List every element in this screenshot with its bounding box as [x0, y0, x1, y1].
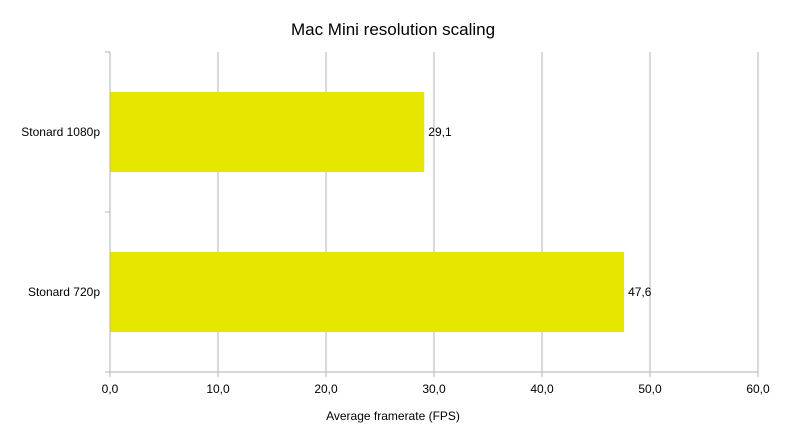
x-tick-label: 30,0 [422, 382, 446, 396]
labels: 0,0 10,0 20,0 30,0 40,0 50,0 60,0 Stonard 1080p… [21, 125, 770, 396]
x-tick-label: 0,0 [102, 382, 119, 396]
x-tick-label: 50,0 [638, 382, 662, 396]
x-tick-label: 10,0 [206, 382, 230, 396]
x-tick-label: 40,0 [530, 382, 554, 396]
axes [105, 51, 759, 377]
data-label: 47,6 [628, 285, 652, 299]
x-axis-title: Average framerate (FPS) [326, 409, 460, 423]
y-category-label: Stonard 1080p [21, 125, 100, 139]
bars [110, 92, 625, 332]
bar [110, 92, 425, 172]
data-label: 29,1 [428, 125, 452, 139]
bar [110, 252, 625, 332]
x-tick-label: 60,0 [746, 382, 770, 396]
chart-title: Mac Mini resolution scaling [291, 20, 495, 39]
x-tick-label: 20,0 [314, 382, 338, 396]
y-category-label: Stonard 720p [28, 285, 100, 299]
